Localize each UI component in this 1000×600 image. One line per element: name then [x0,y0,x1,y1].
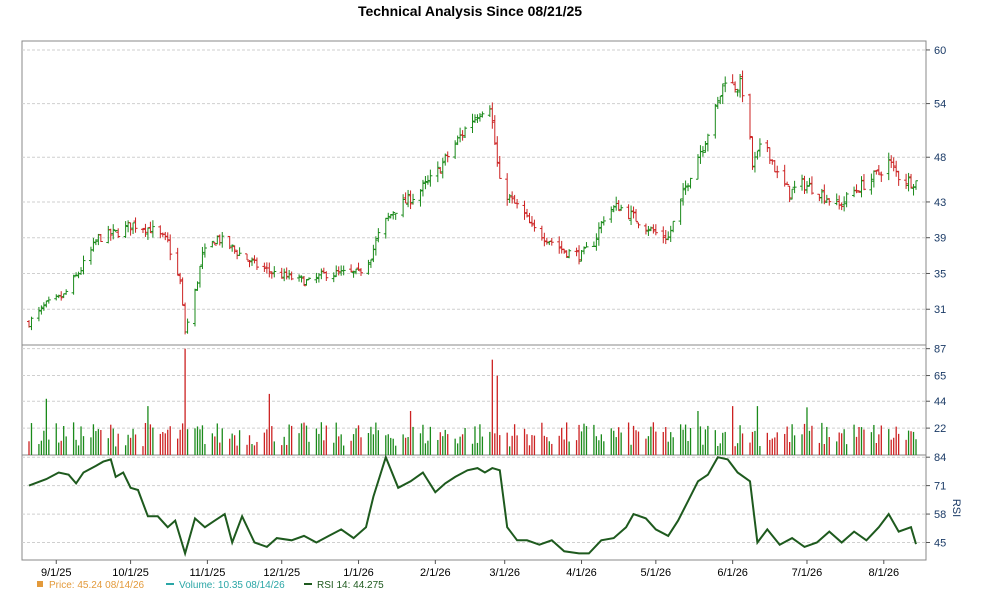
x-tick-label: 10/1/25 [112,567,149,579]
volume-y-tick-label: 22 [934,423,946,435]
chart-title: Technical Analysis Since 08/21/25 [358,3,582,19]
rsi-y-tick-label: 45 [934,538,946,550]
price-y-tick-label: 43 [934,197,946,209]
legend-label: Price: 45.24 08/14/26 [49,580,145,591]
x-tick-label: 1/1/26 [343,567,374,579]
volume-y-tick-label: 44 [934,396,946,408]
x-tick-label: 4/1/26 [566,567,597,579]
x-axis-ticks: 9/1/25 10/1/25 11/1/25 12/1/25 1/1/26 2/1/26 3… [41,560,899,579]
x-tick-label: 5/1/26 [641,567,672,579]
rsi-axis-label: RSI [950,499,962,517]
price-panel-frame [21,40,927,346]
rsi-y-tick-label: 84 [934,452,946,464]
x-tick-label: 9/1/25 [41,567,72,579]
x-tick-label: 3/1/26 [489,567,520,579]
x-tick-label: 8/1/26 [868,567,899,579]
x-tick-label: 6/1/26 [717,567,748,579]
legend-marker [37,581,43,587]
rsi-panel-frame [21,454,927,561]
price-y-tick-label: 48 [934,152,946,164]
grid-lines [22,49,926,543]
volume-y-tick-label: 65 [934,371,946,383]
volume-y-tick-label: 87 [934,344,946,356]
price-bars [27,70,918,335]
price-y-tick-label: 60 [934,45,946,57]
x-tick-label: 12/1/25 [263,567,300,579]
legend: Price: 45.24 08/14/26 Volume: 10.35 08/14… [37,580,384,591]
rsi-y-tick-label: 58 [934,509,946,521]
price-y-tick-label: 39 [934,233,946,245]
rsi-line [28,454,917,557]
legend-label: Volume: 10.35 08/14/26 [179,580,285,591]
volume-panel-frame [21,344,927,456]
y-axis-ticks: 31 35 39 43 48 54 60 22 44 65 87 45 58 71 84 RSI [926,45,962,550]
price-y-tick-label: 35 [934,268,946,280]
panel-frames [21,40,927,561]
price-y-tick-label: 31 [934,304,946,316]
x-tick-label: 2/1/26 [420,567,451,579]
x-tick-label: 11/1/25 [189,567,225,579]
rsi-line-group [28,454,917,557]
rsi-y-tick-label: 71 [934,481,946,493]
volume-bars [28,348,917,455]
legend-label: RSI 14: 44.275 [317,580,384,591]
price-y-tick-label: 54 [934,99,946,111]
x-tick-label: 7/1/26 [792,567,823,579]
